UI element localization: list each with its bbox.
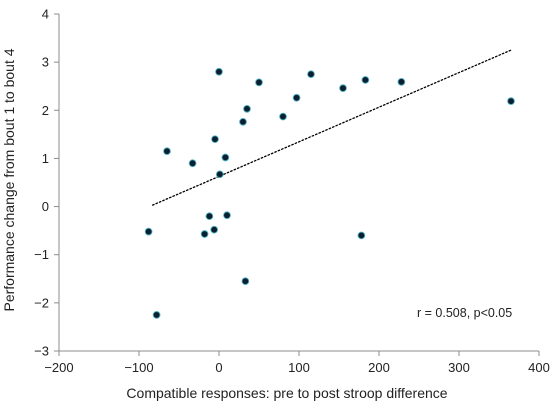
data-point-9 bbox=[215, 67, 223, 76]
data-point-6 bbox=[205, 212, 214, 221]
data-point-10 bbox=[215, 170, 224, 179]
correlation-annotation: r = 0.508, p<0.05 bbox=[417, 306, 512, 320]
y-tick-label-2: 2 bbox=[42, 103, 49, 118]
data-point-24 bbox=[507, 97, 515, 105]
data-point-2 bbox=[152, 311, 161, 319]
data-point-20 bbox=[339, 84, 347, 92]
y-tick-label-0: 0 bbox=[42, 199, 49, 214]
data-point-3 bbox=[163, 147, 171, 156]
data-point-1 bbox=[144, 227, 153, 236]
y-axis-title: Performance change from bout 1 to bout 4 bbox=[1, 48, 17, 311]
data-point-21 bbox=[357, 231, 366, 240]
data-point-18 bbox=[292, 93, 301, 102]
x-tick-label--100: −100 bbox=[124, 360, 153, 375]
x-tick-label-300: 300 bbox=[448, 360, 470, 375]
y-tick-label-4: 4 bbox=[42, 7, 49, 22]
y-tick-label--3: −3 bbox=[34, 344, 49, 359]
data-point-5 bbox=[200, 230, 209, 238]
y-tick-label--2: −2 bbox=[34, 295, 49, 310]
data-point-13 bbox=[239, 117, 247, 126]
trendline bbox=[151, 49, 512, 206]
data-point-22 bbox=[361, 76, 370, 84]
data-point-19 bbox=[307, 70, 315, 79]
data-point-23 bbox=[397, 78, 406, 86]
x-tick-label-400: 400 bbox=[528, 360, 550, 375]
y-tick-label-3: 3 bbox=[42, 55, 49, 70]
x-tick-label--200: −200 bbox=[44, 360, 73, 375]
tick-labels: −200 −100 0 100 200 300 400 −3 −2 −1 0 1 2 3 4 bbox=[34, 7, 550, 376]
x-tick-label-100: 100 bbox=[288, 360, 310, 375]
data-point-15 bbox=[243, 104, 251, 113]
x-axis-title: Compatible responses: pre to post stroop… bbox=[126, 385, 447, 401]
data-point-7 bbox=[210, 225, 219, 234]
y-tick-label--1: −1 bbox=[34, 247, 49, 262]
data-points bbox=[144, 67, 515, 319]
data-point-14 bbox=[241, 277, 250, 286]
data-point-17 bbox=[279, 112, 287, 121]
y-tick-label-1: 1 bbox=[42, 151, 49, 166]
data-point-16 bbox=[255, 78, 263, 87]
axes bbox=[54, 13, 540, 356]
x-tick-label-200: 200 bbox=[368, 360, 390, 375]
data-point-12 bbox=[223, 211, 231, 220]
data-point-11 bbox=[221, 153, 230, 162]
x-tick-label-0: 0 bbox=[215, 360, 222, 375]
data-point-8 bbox=[211, 135, 219, 144]
data-point-4 bbox=[188, 159, 197, 168]
trendline-layer bbox=[151, 49, 512, 206]
